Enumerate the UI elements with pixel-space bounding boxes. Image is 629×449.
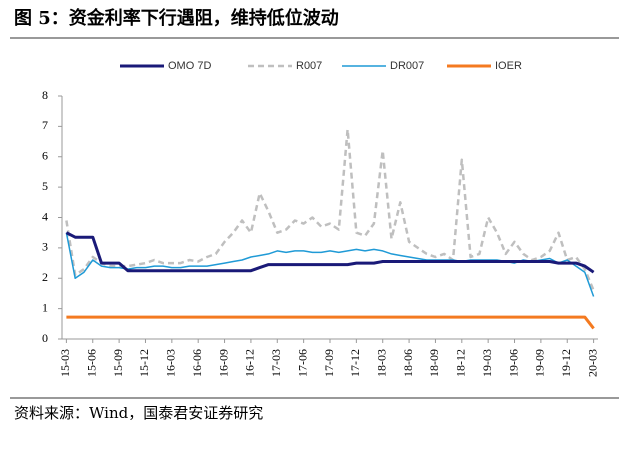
series-line: [66, 315, 595, 330]
series-line: [65, 128, 595, 291]
x-tick-label: 17-06: [295, 349, 309, 377]
y-tick-label: 8: [42, 88, 48, 102]
x-tick-label: 18-09: [427, 349, 441, 377]
x-tick-label: 19-12: [559, 349, 573, 377]
y-tick-label: 2: [42, 270, 48, 284]
y-tick-label: 6: [42, 149, 48, 163]
x-tick-label: 18-03: [374, 349, 388, 377]
x-tick-label: 19-09: [533, 349, 547, 377]
x-tick-label: 16-09: [216, 349, 230, 377]
y-tick-label: 0: [42, 331, 48, 345]
legend-label: OMO 7D: [168, 60, 211, 72]
legend-label: R007: [296, 60, 322, 72]
legend-label: DR007: [390, 60, 424, 72]
y-tick-label: 5: [42, 179, 48, 193]
legend-label: IOER: [495, 60, 522, 72]
series-line: [65, 231, 595, 274]
x-tick-label: 16-12: [243, 349, 257, 377]
y-tick-label: 7: [42, 118, 48, 132]
x-tick-label: 16-03: [164, 349, 178, 377]
x-tick-label: 15-12: [137, 349, 151, 377]
x-tick-label: 20-03: [585, 349, 599, 377]
source-note: 资料来源：Wind，国泰君安证券研究: [14, 404, 263, 422]
y-tick-label: 3: [42, 240, 48, 254]
x-tick-label: 17-12: [348, 349, 362, 377]
x-tick-label: 19-03: [480, 349, 494, 377]
x-tick-label: 18-06: [401, 349, 415, 377]
x-tick-label: 19-06: [506, 349, 520, 377]
x-tick-label: 15-09: [111, 349, 125, 377]
x-tick-label: 17-03: [269, 349, 283, 377]
x-tick-label: 15-03: [58, 349, 72, 377]
y-tick-label: 1: [42, 300, 48, 314]
y-tick-label: 4: [42, 209, 48, 223]
x-tick-label: 18-12: [454, 349, 468, 377]
chart-title: 图 5：资金利率下行遇阻，维持低位波动: [14, 7, 339, 29]
x-tick-label: 16-06: [190, 349, 204, 377]
x-tick-label: 15-06: [85, 349, 99, 377]
x-tick-label: 17-09: [322, 349, 336, 377]
